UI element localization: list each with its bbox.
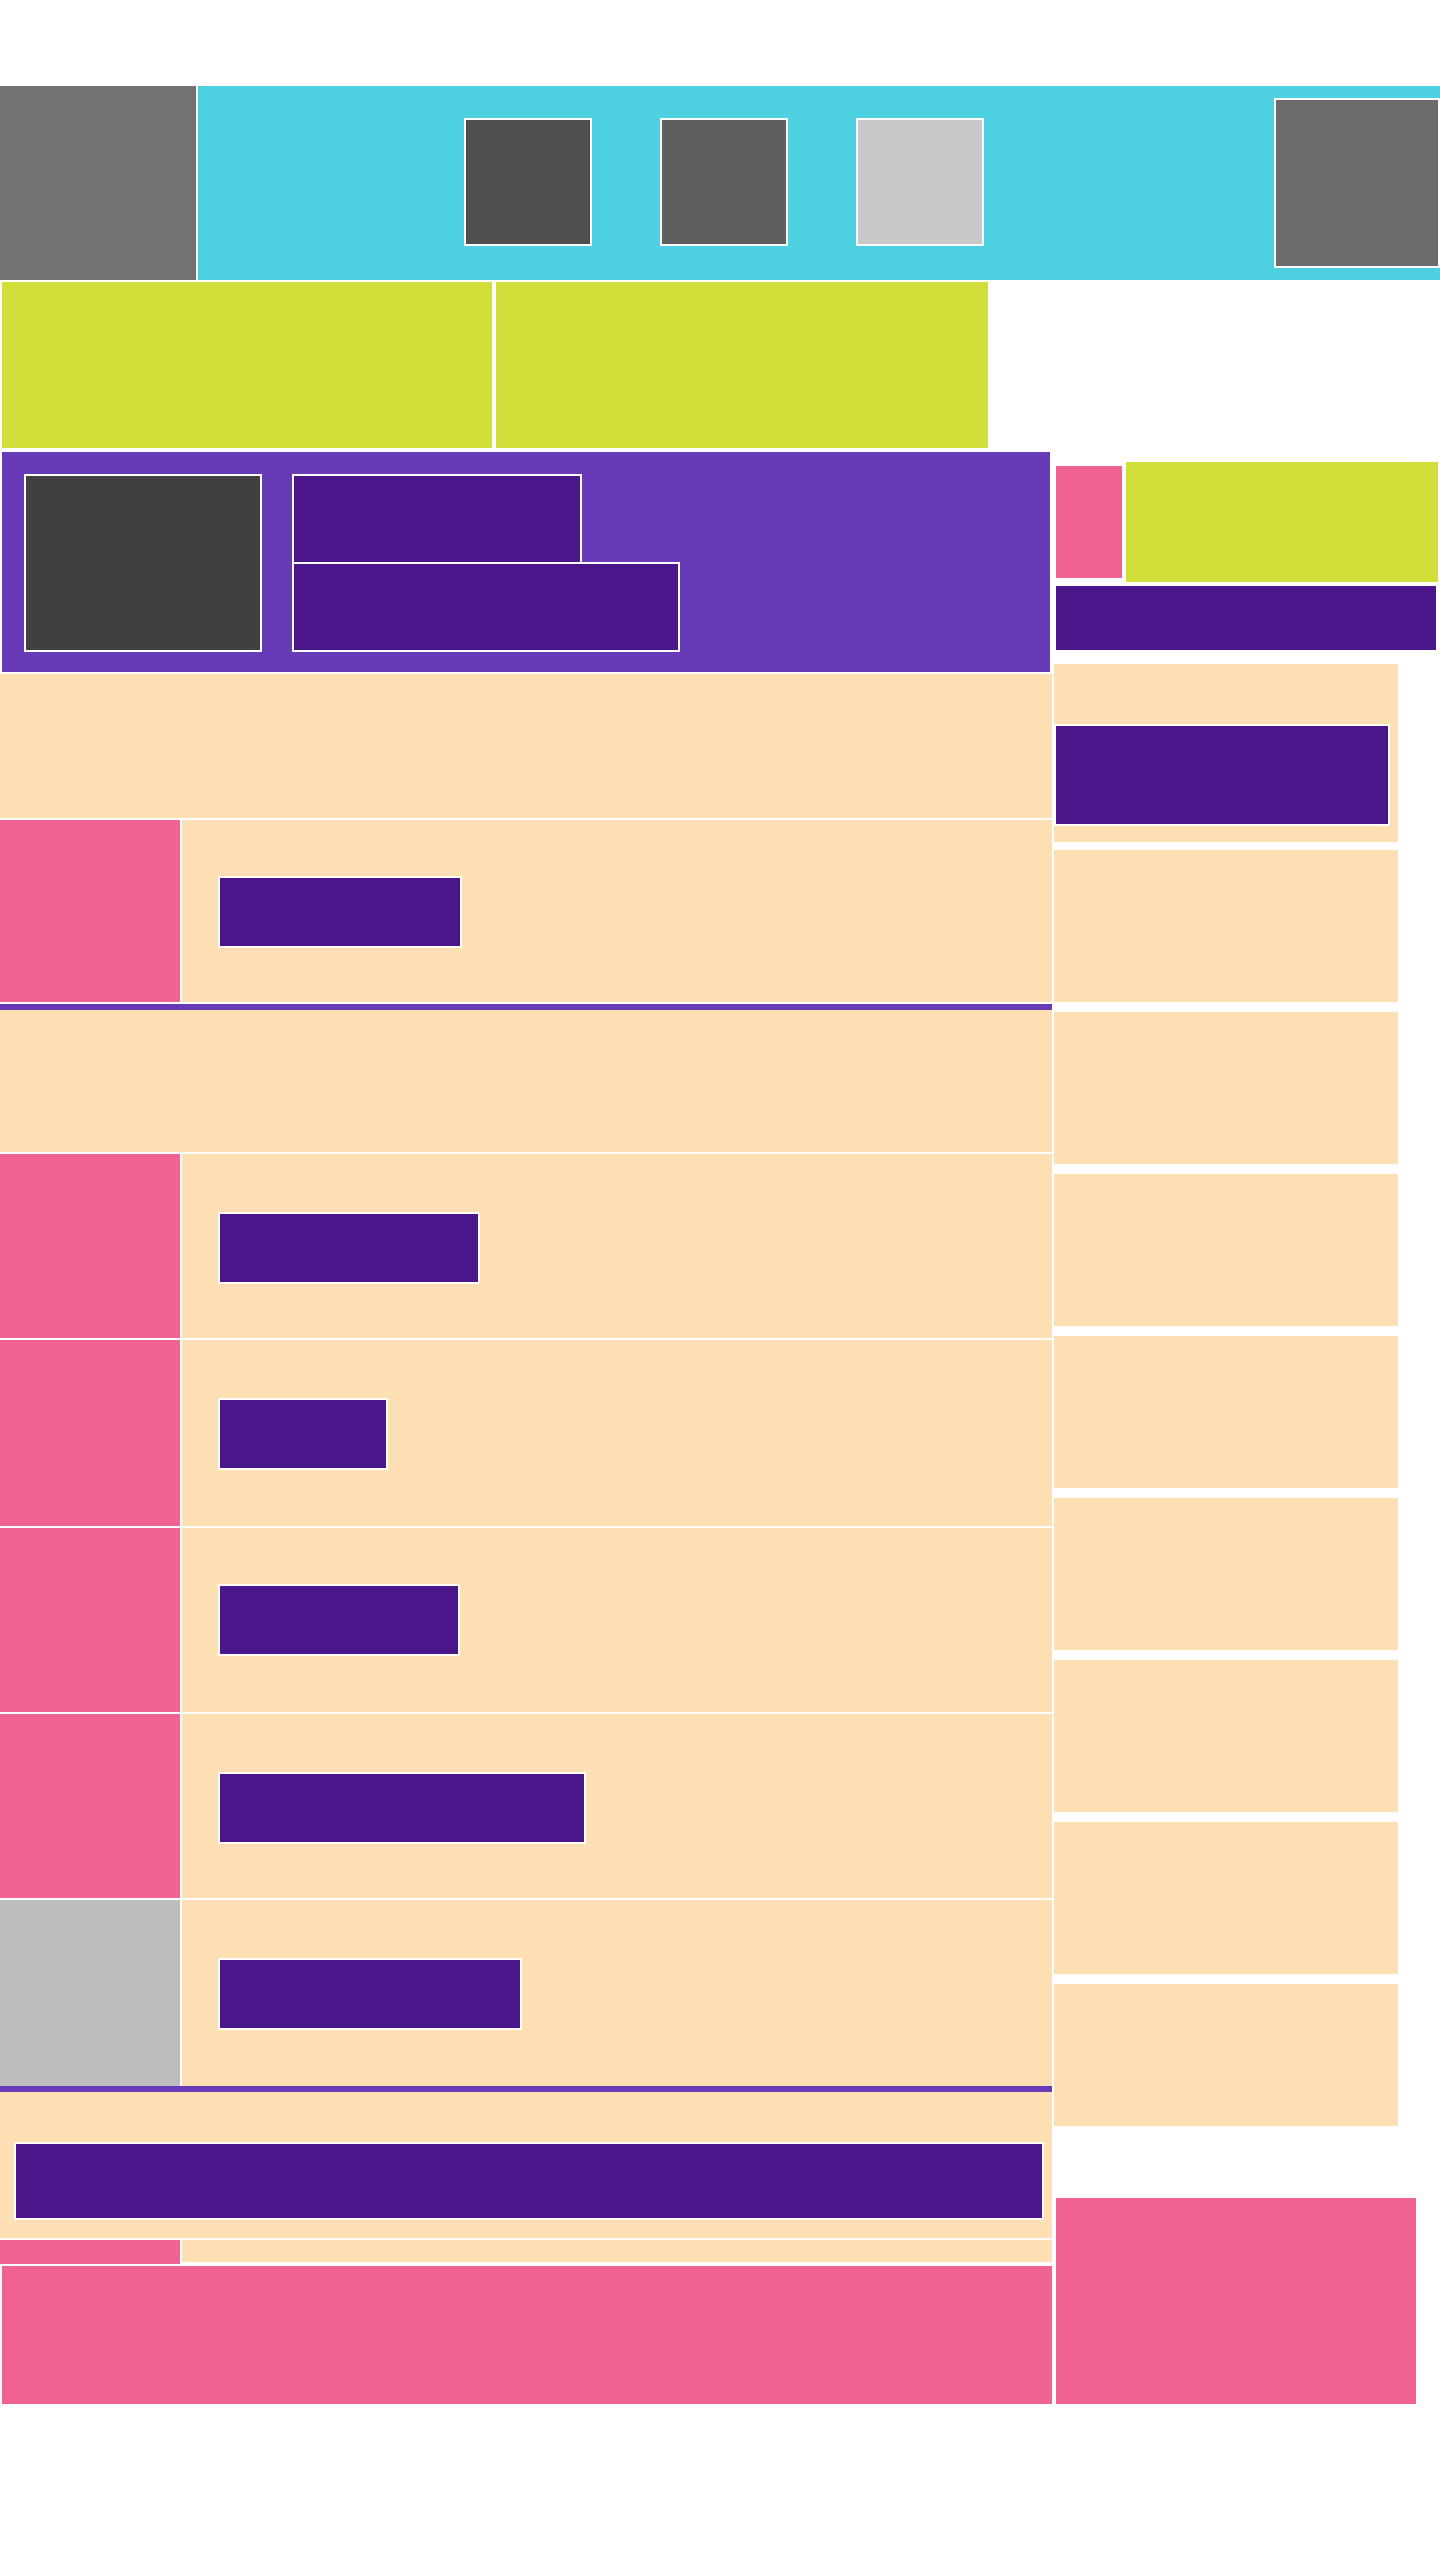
- category-tab-2[interactable]: [494, 280, 990, 450]
- list-item-3-label: [218, 1398, 388, 1470]
- list-item-2-label: [218, 1212, 480, 1284]
- sidebar-card-1-label: [1054, 724, 1390, 826]
- hero-subtitle: [292, 562, 680, 652]
- sidebar-card-6[interactable]: [1052, 1496, 1400, 1652]
- bottom-banner[interactable]: [0, 2264, 1054, 2406]
- hero-image: [24, 474, 262, 652]
- list-item-6-thumbnail: [0, 1900, 182, 2086]
- sidebar-card-4[interactable]: [1052, 1172, 1400, 1328]
- list-item-3-thumbnail: [0, 1340, 182, 1526]
- section-divider-2: [0, 2086, 1052, 2092]
- list-item-5-label: [218, 1772, 586, 1844]
- app-logo[interactable]: [0, 86, 198, 280]
- list-item-7-thumbnail: [0, 2240, 182, 2264]
- category-tab-1[interactable]: [0, 280, 494, 450]
- sidebar-banner[interactable]: [1054, 2196, 1418, 2406]
- nav-grid-icon[interactable]: [660, 118, 788, 246]
- sidebar-promo[interactable]: [1124, 460, 1440, 584]
- avatar-icon[interactable]: [1274, 98, 1440, 268]
- sidebar-card-5[interactable]: [1052, 1334, 1400, 1490]
- sidebar-card-9[interactable]: [1052, 1982, 1400, 2128]
- hero-title: [292, 474, 582, 564]
- nav-home-icon[interactable]: [464, 118, 592, 246]
- list-item-4-label: [218, 1584, 460, 1656]
- sidebar-card-8[interactable]: [1052, 1820, 1400, 1976]
- list-item-1-label: [218, 876, 462, 948]
- section-header-2: [0, 1010, 1052, 1154]
- sidebar-avatar: [1054, 464, 1124, 580]
- list-item-1-thumbnail: [0, 820, 182, 1002]
- section-divider-1: [0, 1004, 1052, 1010]
- sidebar-card-2[interactable]: [1052, 848, 1400, 1004]
- sidebar-card-3[interactable]: [1052, 1010, 1400, 1166]
- list-item-5-thumbnail: [0, 1714, 182, 1898]
- list-item-6-label: [218, 1958, 522, 2030]
- load-more-button[interactable]: [14, 2142, 1044, 2220]
- sidebar-header: [1054, 584, 1438, 652]
- list-item-2-thumbnail: [0, 1154, 182, 1338]
- section-header-1: [0, 674, 1052, 820]
- sidebar-card-7[interactable]: [1052, 1658, 1400, 1814]
- list-item-4-thumbnail: [0, 1528, 182, 1712]
- nav-settings-icon[interactable]: [856, 118, 984, 246]
